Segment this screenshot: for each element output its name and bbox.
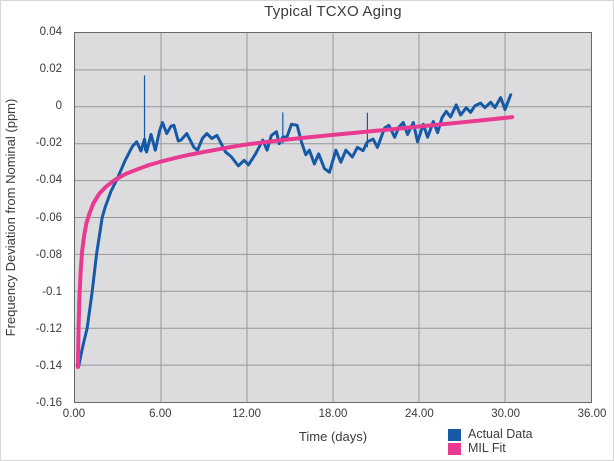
legend-swatch-icon (448, 442, 461, 455)
x-tick-label: 12.00 (232, 408, 262, 420)
y-tick-label: -0.14 (35, 359, 62, 372)
mil-fit-line (75, 115, 515, 369)
plot-svg (75, 33, 591, 402)
x-tick-label: 18.00 (318, 408, 348, 420)
legend: Actual Data MIL Fit (448, 428, 533, 455)
x-tick-label: 0.00 (62, 408, 86, 420)
y-tick-label: -0.02 (35, 137, 62, 150)
x-axis-title: Time (days) (298, 429, 368, 444)
y-tick-label: 0.04 (39, 26, 62, 38)
y-tick-label: 0.02 (39, 63, 62, 76)
plot-area (74, 32, 592, 403)
y-tick-label: -0.12 (35, 322, 62, 335)
y-tick-label: -0.06 (35, 211, 62, 224)
y-tick-label: -0.04 (35, 174, 62, 187)
x-tick-label: 36.00 (577, 408, 607, 420)
legend-item: Actual Data (448, 428, 533, 441)
actual-data-line (77, 93, 513, 369)
chart-title: Typical TCXO Aging (264, 3, 402, 20)
y-tick-label: -0.16 (35, 397, 62, 409)
legend-label: Actual Data (468, 427, 533, 441)
x-tick-label: 24.00 (404, 408, 434, 420)
y-tick-label: 0 (55, 100, 62, 113)
x-tick-label: 6.00 (149, 408, 172, 420)
y-tick-label: -0.1 (42, 285, 62, 298)
x-tick-label: 30.00 (491, 408, 521, 420)
y-tick-label: -0.08 (35, 248, 62, 261)
legend-item: MIL Fit (448, 442, 533, 455)
legend-label: MIL Fit (468, 441, 506, 455)
legend-swatch-icon (448, 428, 461, 441)
